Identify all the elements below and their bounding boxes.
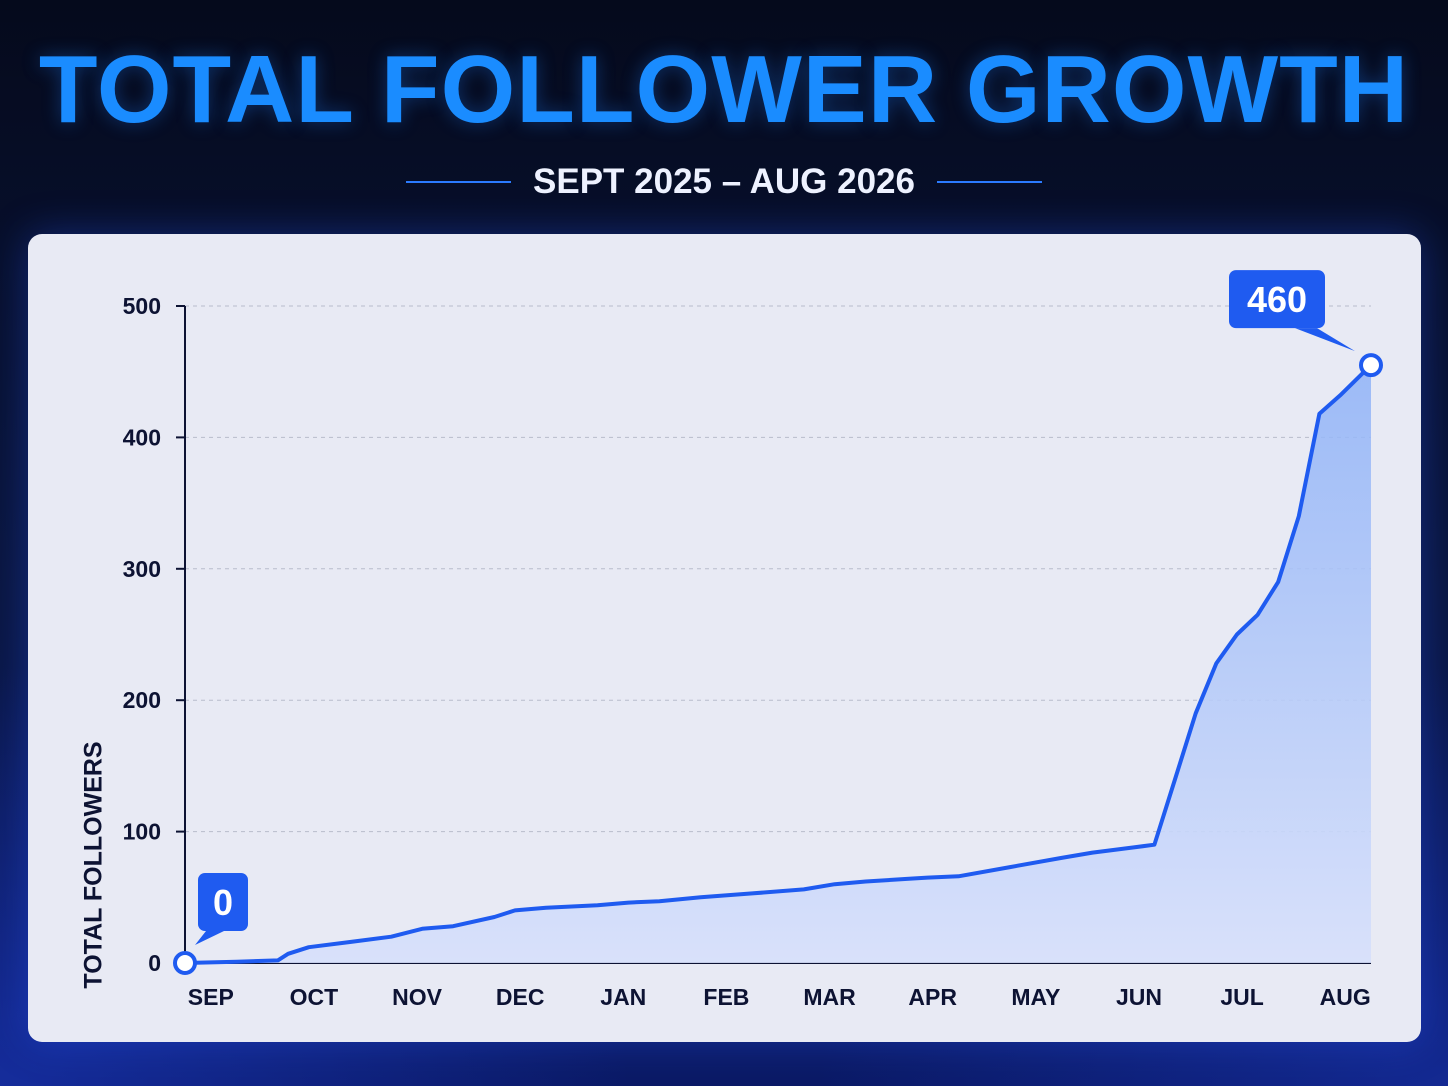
y-tick-label-300: 300 <box>123 556 161 582</box>
x-tick-label-oct: OCT <box>290 984 339 1010</box>
follower-growth-chart: 0 100 200 300 400 500 SEP OCT NOV DEC JAN FEB MAR APR… <box>123 270 1383 1010</box>
callout-pointer-0 <box>195 931 224 945</box>
x-tick-label-jun: JUN <box>1116 984 1162 1010</box>
x-tick-label-sep: SEP <box>188 984 234 1010</box>
data-label-460: 460 <box>1247 279 1307 320</box>
x-tick-label-jul: JUL <box>1220 984 1263 1010</box>
x-tick-label-mar: MAR <box>803 984 856 1010</box>
chart-title: TOTAL FOLLOWER GROWTH <box>38 36 1410 143</box>
x-tick-label-apr: APR <box>908 984 957 1010</box>
subtitle-row: SEPT 2025 – AUG 2026 <box>0 160 1448 204</box>
series-area <box>185 365 1371 964</box>
callout-box-460 <box>1229 270 1325 329</box>
x-tick-label-dec: DEC <box>496 984 545 1010</box>
x-tick-label-aug: AUG <box>1320 984 1371 1010</box>
y-tick-label-200: 200 <box>123 687 161 713</box>
data-point-marker-0 <box>173 951 197 975</box>
x-tick-label-nov: NOV <box>392 984 443 1010</box>
subtitle-divider-right <box>936 181 1042 183</box>
x-tick-label-jan: JAN <box>600 984 646 1010</box>
callout-box-0 <box>198 873 248 931</box>
x-tick-label-feb: FEB <box>703 984 749 1010</box>
x-tick-label-may: MAY <box>1011 984 1060 1010</box>
chart-subtitle: SEPT 2025 – AUG 2026 <box>533 162 915 201</box>
y-tick-label-500: 500 <box>123 293 161 319</box>
y-tick-label-400: 400 <box>123 424 161 450</box>
callout-pointer-460 <box>1295 328 1355 352</box>
data-label-0: 0 <box>213 882 233 923</box>
y-tick-label-100: 100 <box>123 819 161 845</box>
y-tick-label-0: 0 <box>148 950 161 976</box>
data-point-marker-460 <box>1359 353 1383 378</box>
chart-card: TOTAL FOLLOWERS 0 100 200 300 400 500 SEP OCT NO… <box>28 234 1421 1042</box>
subtitle-divider-left <box>406 181 511 183</box>
series-line <box>183 363 1373 965</box>
